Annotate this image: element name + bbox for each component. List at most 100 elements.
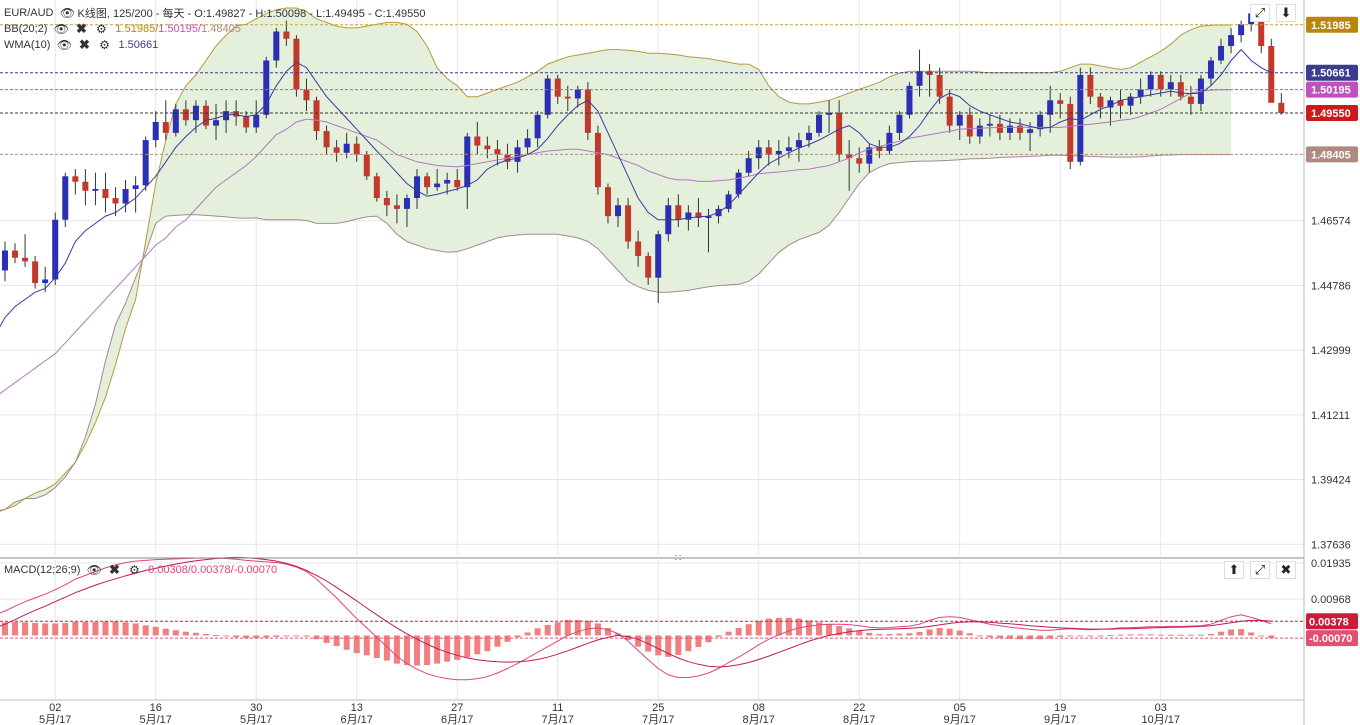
- candle: [1057, 93, 1064, 119]
- candle: [655, 230, 662, 304]
- candle: [1218, 38, 1225, 65]
- macd-hist-bar: [12, 621, 19, 636]
- candle: [474, 122, 481, 155]
- candle-body: [996, 123, 1003, 133]
- candle: [424, 172, 431, 195]
- macd-hist-bar: [976, 635, 983, 637]
- candle: [1137, 78, 1144, 104]
- macd-hist-bar: [1097, 635, 1104, 637]
- wma-name: WMA(10): [4, 39, 51, 51]
- gear-icon[interactable]: ⚙: [96, 22, 107, 36]
- macd-hist-bar: [1238, 629, 1245, 636]
- candle: [303, 78, 310, 112]
- macd-hist-bar: [383, 635, 390, 661]
- candle-body: [92, 188, 99, 191]
- arrow-up-icon[interactable]: ⬆︎: [1224, 561, 1244, 579]
- candle: [544, 74, 551, 119]
- macd-tick-label: 0.01935: [1311, 558, 1351, 570]
- price-tick-label: 1.41211: [1311, 410, 1350, 422]
- eye-icon[interactable]: 👁︎: [53, 22, 70, 36]
- candle-body: [1047, 100, 1054, 115]
- candle-body: [775, 150, 782, 155]
- macd-hist-bar: [564, 620, 571, 636]
- candle: [243, 111, 250, 133]
- candle-body: [926, 71, 933, 75]
- macd-tag: -0.00070: [1306, 630, 1358, 647]
- candle: [1107, 96, 1114, 126]
- candle-body: [795, 140, 802, 148]
- candle-body: [1268, 45, 1275, 103]
- candle-body: [52, 219, 59, 280]
- macd-hist-bar: [856, 630, 863, 636]
- candle-body: [805, 132, 812, 141]
- candle: [1097, 93, 1104, 119]
- macd-legend: MACD(12;26;9) 👁︎ ✖ ⚙ -0.00308/0.00378/-0…: [4, 562, 277, 578]
- candle: [1238, 20, 1245, 43]
- macd-hist-bar: [625, 635, 632, 640]
- candle-body: [866, 147, 873, 164]
- gear-icon[interactable]: ⚙: [129, 563, 140, 577]
- close-icon[interactable]: ✖: [108, 562, 120, 577]
- bb-fill: [0, 7, 1232, 512]
- candle: [725, 190, 732, 213]
- candle-body: [1067, 103, 1074, 162]
- candle: [202, 100, 209, 130]
- eye-icon[interactable]: 👁︎: [56, 38, 73, 52]
- candle-body: [1147, 74, 1154, 90]
- candle: [253, 100, 260, 133]
- expand-icon[interactable]: ⤢: [1250, 4, 1270, 22]
- candle: [625, 198, 632, 249]
- ohlc-info: K线图, 125/200 - 每天 - O:1.49827 - H:1.5009…: [77, 8, 426, 20]
- close-icon[interactable]: ✖: [79, 37, 90, 52]
- candle: [946, 89, 953, 133]
- candle: [22, 234, 29, 267]
- price-level-lines: [0, 24, 1304, 155]
- candle-body: [182, 109, 189, 121]
- price-tag: 1.51985: [1306, 16, 1358, 33]
- close-icon[interactable]: ✖: [1276, 561, 1296, 579]
- price-tag-label: 1.50195: [1311, 85, 1351, 97]
- wma-legend: WMA(10) 👁︎ ✖ ⚙ 1.50661: [4, 37, 158, 53]
- macd-grid: [0, 560, 1304, 700]
- macd-hist-bar: [956, 630, 963, 636]
- candle-body: [1006, 125, 1013, 133]
- candle-body: [685, 212, 692, 220]
- candle-body: [765, 147, 772, 155]
- arrow-down-icon[interactable]: ⬇︎: [1276, 4, 1296, 22]
- macd-hist-bar: [544, 624, 551, 636]
- eye-icon[interactable]: 👁︎: [86, 563, 103, 577]
- candle: [695, 198, 702, 227]
- candle-body: [554, 78, 561, 97]
- macd-hist-bar: [534, 628, 541, 636]
- candle: [333, 140, 340, 162]
- candle-body: [735, 172, 742, 195]
- close-icon[interactable]: ✖: [75, 21, 87, 36]
- candle-body: [484, 145, 491, 150]
- expand-icon[interactable]: ⤢: [1250, 561, 1270, 579]
- candle: [1278, 93, 1285, 115]
- macd-hist-bar: [735, 627, 742, 636]
- candle-body: [263, 60, 270, 115]
- candle-body: [102, 188, 109, 199]
- candle-body: [816, 114, 823, 133]
- macd-pane: [0, 556, 1304, 681]
- candle-body: [1087, 74, 1094, 97]
- candle: [313, 96, 320, 141]
- price-tag-bg: [1306, 146, 1358, 163]
- macd-hist-bar: [1017, 635, 1024, 640]
- candle-body: [725, 194, 732, 209]
- eye-icon[interactable]: 👁︎: [59, 6, 76, 20]
- macd-axis: 0.01935 0.00968 0.00378 -0.00070: [1306, 558, 1358, 647]
- candle-body: [293, 38, 300, 90]
- drag-handle-icon[interactable]: ∷: [674, 553, 682, 564]
- price-tag: 1.49550: [1306, 104, 1358, 121]
- candle-body: [745, 158, 752, 173]
- candle-body: [1258, 13, 1265, 46]
- candle: [1147, 71, 1154, 97]
- candle-body: [474, 136, 481, 146]
- candle: [966, 107, 973, 144]
- gear-icon[interactable]: ⚙: [99, 38, 110, 52]
- candle-body: [906, 85, 913, 115]
- candle-body: [283, 31, 290, 39]
